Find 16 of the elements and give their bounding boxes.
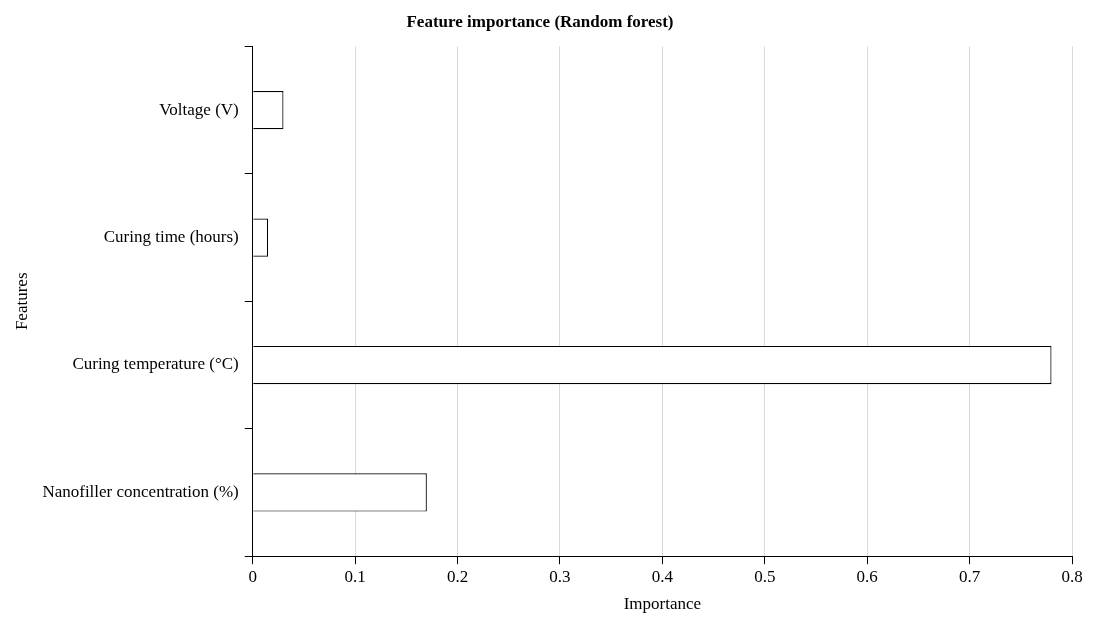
y-tick-label: Nanofiller concentration (%)	[42, 481, 239, 501]
y-axis-title: Features	[11, 272, 31, 331]
x-tick-label: 0.3	[549, 566, 571, 586]
chart-title: Feature importance (Random forest)	[406, 11, 674, 31]
x-tick-label: 0.6	[856, 566, 878, 586]
x-tick-label: 0.5	[754, 566, 776, 586]
y-tick-label: Curing time (hours)	[103, 227, 239, 247]
y-tick-label: Curing temperature (°C)	[72, 354, 239, 374]
y-tick-label: Voltage (V)	[159, 99, 239, 119]
x-tick-label: 0.8	[1061, 566, 1083, 586]
x-tick-label: 0	[248, 566, 257, 586]
x-tick-label: 0.1	[344, 566, 366, 586]
x-axis-title: Importance	[623, 594, 702, 614]
x-tick-label: 0.2	[446, 566, 469, 586]
x-tick-label: 0.4	[651, 566, 674, 586]
x-tick-label: 0.7	[958, 566, 981, 586]
